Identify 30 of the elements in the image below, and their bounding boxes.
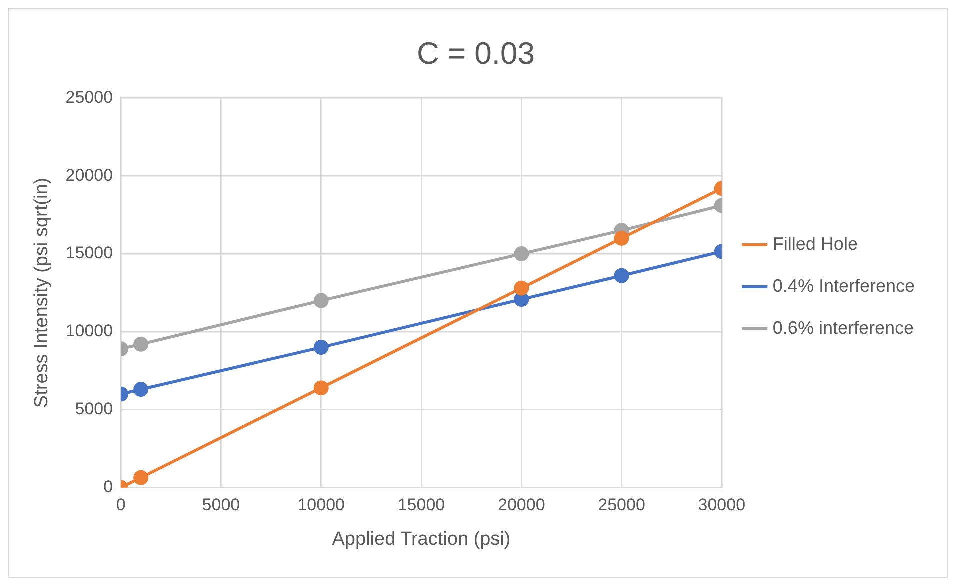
point — [614, 230, 630, 246]
point — [134, 382, 149, 398]
x-tick-label: 0 — [116, 496, 126, 515]
point — [514, 292, 530, 308]
point — [134, 336, 149, 352]
x-tick-label: 25000 — [598, 496, 646, 515]
y-tick-label: 0 — [104, 477, 114, 496]
legend-label: 0.4% Interference — [772, 276, 916, 296]
point — [314, 293, 329, 308]
y-tick-label: 20000 — [66, 166, 114, 185]
y-axis-title: Stress Intensity (psi sqrt(in) — [32, 178, 53, 408]
point — [314, 340, 329, 356]
y-tick-label: 15000 — [66, 244, 114, 263]
chart-title: C = 0.03 — [416, 36, 536, 72]
x-axis-title: Applied Traction (psi) — [332, 528, 511, 550]
point — [614, 268, 630, 284]
x-tick-label: 5000 — [202, 496, 240, 515]
point — [134, 470, 149, 486]
x-tick-label: 20000 — [498, 496, 546, 515]
point — [514, 280, 530, 296]
x-tick-label: 15000 — [398, 496, 446, 515]
x-tick-label: 30000 — [698, 496, 746, 515]
legend-label: 0.6% interference — [772, 318, 914, 338]
point — [314, 380, 329, 396]
y-tick-label: 5000 — [75, 400, 114, 419]
x-tick-label: 10000 — [298, 496, 345, 515]
point — [514, 246, 530, 262]
y-tick-label: 10000 — [66, 322, 114, 341]
y-tick-label: 25000 — [66, 88, 114, 107]
legend-label: Filled Hole — [772, 234, 858, 254]
